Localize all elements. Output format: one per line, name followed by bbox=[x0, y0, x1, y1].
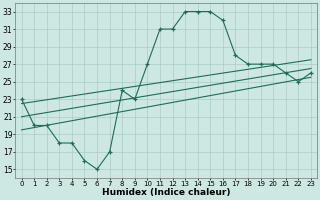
X-axis label: Humidex (Indice chaleur): Humidex (Indice chaleur) bbox=[102, 188, 230, 197]
